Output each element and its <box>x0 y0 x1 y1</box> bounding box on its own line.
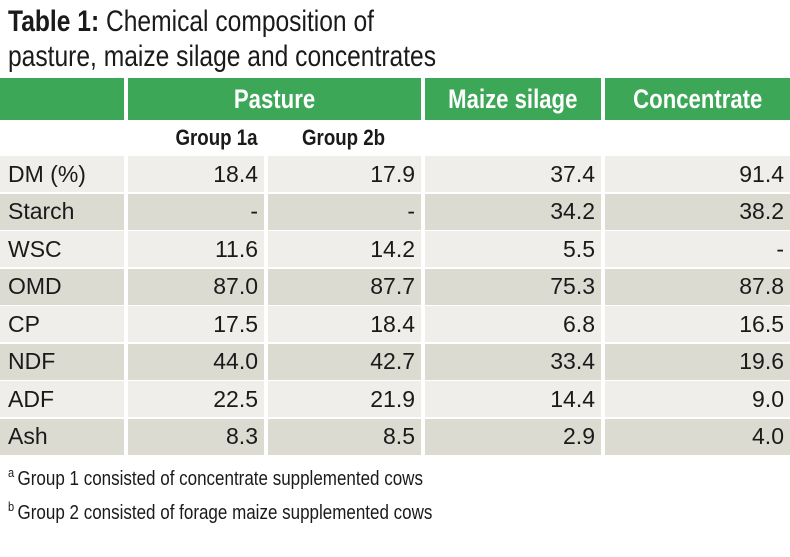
footnote-text: Group 1 consisted of concentrate supplem… <box>17 468 423 490</box>
cell-maize: 33.4 <box>425 343 601 380</box>
cell-concentrate: 16.5 <box>605 306 790 342</box>
cell-concentrate: 9.0 <box>605 381 790 417</box>
cell-group2: - <box>268 193 421 230</box>
cell-maize: 75.3 <box>425 268 601 305</box>
cell-concentrate: 87.8 <box>605 268 790 305</box>
row-label: DM (%) <box>0 156 124 192</box>
composition-table: Pasture Maize silage Concentrate Group 1… <box>0 78 790 456</box>
cell-concentrate: 4.0 <box>605 418 790 455</box>
cell-group2: 14.2 <box>268 231 421 267</box>
footnote-text: Group 2 consisted of forage maize supple… <box>17 502 433 524</box>
footnote-a: a Group 1 consisted of concentrate supple… <box>8 465 423 491</box>
cell-maize: 34.2 <box>425 193 601 230</box>
cell-group2: 21.9 <box>268 381 421 417</box>
header-pasture-label: Pasture <box>233 83 316 114</box>
footnote-b: b Group 2 consisted of forage maize suppl… <box>8 499 432 525</box>
cell-maize: 6.8 <box>425 306 601 342</box>
subheader-group1: Group 1a <box>128 120 264 156</box>
cell-group1: 8.3 <box>128 418 264 455</box>
header-concentrate-label: Concentrate <box>632 83 763 114</box>
subheader-group2: Group 2b <box>268 120 421 156</box>
cell-group1: 11.6 <box>128 231 264 267</box>
cell-group2: 18.4 <box>268 306 421 342</box>
header-maize-label: Maize silage <box>448 83 578 114</box>
subheader-blank <box>605 120 790 156</box>
row-label: OMD <box>0 268 124 305</box>
title-line2: pasture, maize silage and concentrates <box>8 40 437 73</box>
cell-maize: 2.9 <box>425 418 601 455</box>
header-blank <box>0 78 124 120</box>
subheader-group1-label: Group 1a <box>175 125 258 150</box>
cell-maize: 37.4 <box>425 156 601 192</box>
cell-group1: 18.4 <box>128 156 264 192</box>
row-label: WSC <box>0 231 124 267</box>
cell-group1: 17.5 <box>128 306 264 342</box>
row-label: ADF <box>0 381 124 417</box>
footnote-mark: a <box>8 465 15 480</box>
cell-concentrate: 19.6 <box>605 343 790 380</box>
row-label: Ash <box>0 418 124 455</box>
subheader-blank <box>0 120 124 156</box>
row-label: Starch <box>0 193 124 230</box>
cell-concentrate: - <box>605 231 790 267</box>
cell-maize: 14.4 <box>425 381 601 417</box>
table-title: Table 1: Chemical composition of pasture… <box>8 4 436 74</box>
cell-group1: 22.5 <box>128 381 264 417</box>
cell-group1: 44.0 <box>128 343 264 380</box>
header-pasture: Pasture <box>128 78 421 120</box>
header-maize: Maize silage <box>425 78 601 120</box>
row-label: NDF <box>0 343 124 380</box>
row-label: CP <box>0 306 124 342</box>
cell-maize: 5.5 <box>425 231 601 267</box>
cell-concentrate: 91.4 <box>605 156 790 192</box>
cell-group2: 42.7 <box>268 343 421 380</box>
cell-group2: 87.7 <box>268 268 421 305</box>
cell-group1: 87.0 <box>128 268 264 305</box>
cell-group2: 17.9 <box>268 156 421 192</box>
subheader-blank <box>425 120 601 156</box>
subheader-group2-label: Group 2b <box>302 125 386 150</box>
header-concentrate: Concentrate <box>605 78 790 120</box>
cell-group2: 8.5 <box>268 418 421 455</box>
cell-concentrate: 38.2 <box>605 193 790 230</box>
cell-group1: - <box>128 193 264 230</box>
table-label: Table 1: <box>8 5 100 38</box>
footnote-mark: b <box>8 499 15 514</box>
title-text: Chemical composition of <box>105 5 374 38</box>
